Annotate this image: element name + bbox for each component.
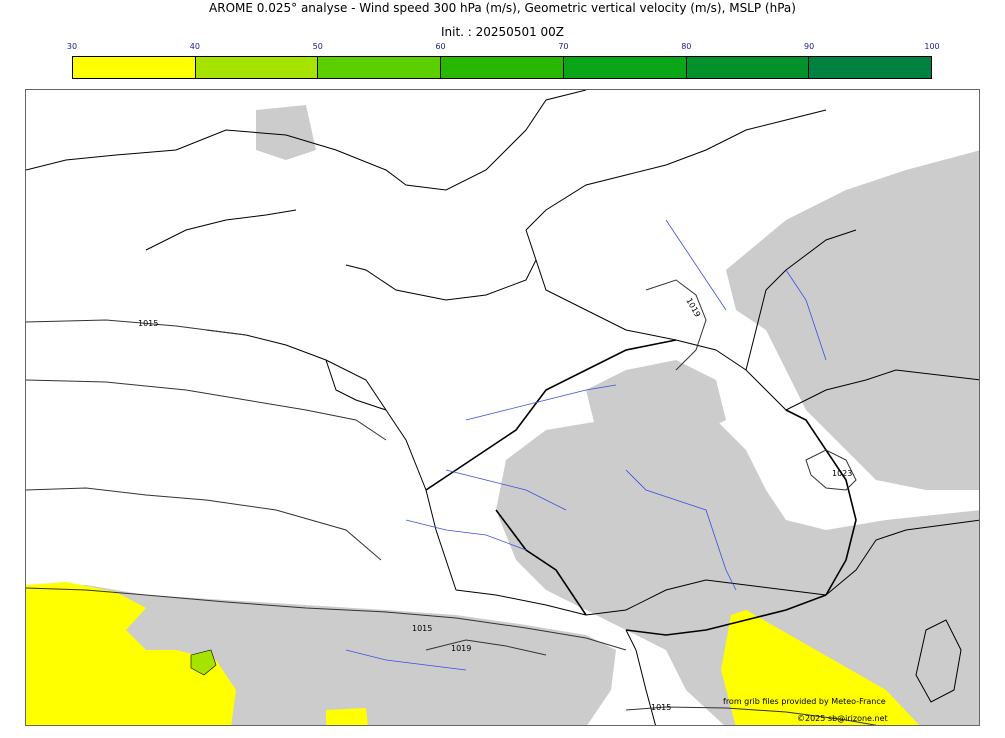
borders xyxy=(425,339,857,636)
isobar-label: 1015 xyxy=(651,703,671,712)
init-time: Init. : 20250501 00Z xyxy=(440,25,565,39)
map-canvas: 1015 1019 1023 1015 1019 1015 xyxy=(26,90,979,725)
data-source-credit: from grib files provided by Meteo-France xyxy=(723,697,886,706)
isobar-label: 1019 xyxy=(451,644,471,653)
colorbar-segment xyxy=(195,57,319,78)
isobar-label: 1015 xyxy=(412,624,432,633)
colorbar-tick-label: 70 xyxy=(558,42,569,51)
colorbar-tick-label: 100 xyxy=(924,42,940,51)
colorbar-segment xyxy=(563,57,687,78)
colorbar-tick-label: 90 xyxy=(804,42,815,51)
isobar-label: 1023 xyxy=(832,469,852,478)
colorbar-segment xyxy=(318,57,442,78)
colorbar-tick-label: 60 xyxy=(435,42,446,51)
coastlines xyxy=(26,90,979,725)
copyright-credit: ©2025 sb@irizone.net xyxy=(797,714,888,723)
chart-title: AROME 0.025° analyse - Wind speed 300 hP… xyxy=(209,1,796,15)
isobar-label: 1019 xyxy=(684,297,702,319)
isobars xyxy=(26,279,878,725)
colorbar-tick-label: 30 xyxy=(66,42,78,51)
rivers xyxy=(345,219,827,671)
colorbar-tick-label: 50 xyxy=(312,42,323,51)
wind-speed-zones xyxy=(26,582,920,725)
colorbar-segment xyxy=(441,57,564,78)
colorbar xyxy=(72,56,932,79)
colorbar-tick-label: 40 xyxy=(189,42,200,51)
colorbar-segment xyxy=(73,57,196,78)
isobar-label: 1015 xyxy=(138,319,158,328)
colorbar-tick-label: 80 xyxy=(681,42,692,51)
colorbar-segment xyxy=(686,57,810,78)
map-panel: 1015 1019 1023 1015 1019 1015 xyxy=(25,89,980,726)
colorbar-segment xyxy=(809,57,932,78)
terrain-shading xyxy=(26,105,979,725)
